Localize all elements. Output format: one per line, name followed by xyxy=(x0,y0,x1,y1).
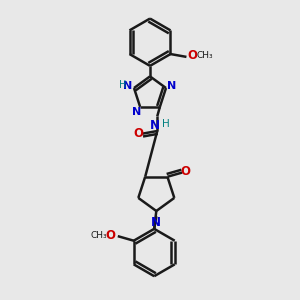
Text: N: N xyxy=(151,216,161,229)
Text: O: O xyxy=(181,165,191,178)
Text: N: N xyxy=(132,107,141,117)
Text: H: H xyxy=(119,80,126,90)
Text: N: N xyxy=(123,81,133,91)
Text: N: N xyxy=(167,81,177,91)
Text: H: H xyxy=(162,119,170,129)
Text: CH₃: CH₃ xyxy=(91,232,107,241)
Text: O: O xyxy=(106,230,116,242)
Text: O: O xyxy=(134,127,144,140)
Text: CH₃: CH₃ xyxy=(196,51,213,60)
Text: O: O xyxy=(188,49,198,62)
Text: N: N xyxy=(150,119,160,132)
